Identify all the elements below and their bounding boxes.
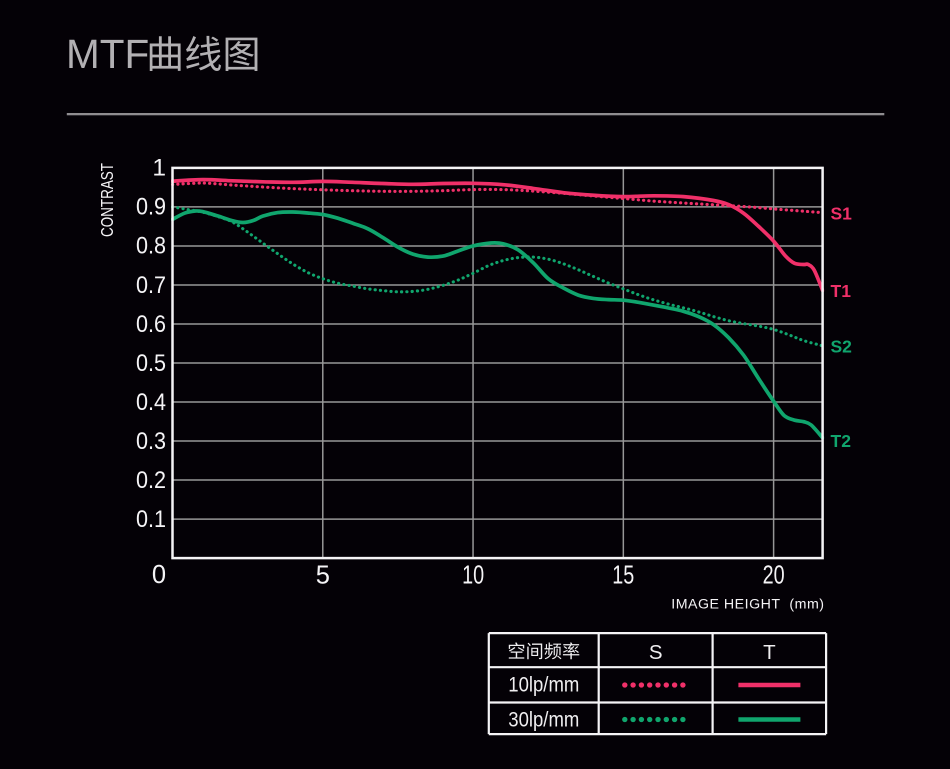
svg-text:0.5: 0.5 — [136, 350, 166, 377]
svg-text:0.9: 0.9 — [136, 194, 166, 221]
svg-text:0.8: 0.8 — [136, 233, 166, 260]
svg-text:1: 1 — [152, 155, 166, 182]
svg-text:MTF: MTF — [66, 31, 149, 77]
svg-text:0.3: 0.3 — [136, 428, 166, 455]
svg-text:0.2: 0.2 — [136, 467, 166, 494]
svg-text:S2: S2 — [831, 337, 853, 357]
svg-text:IMAGE HEIGHT (mm): IMAGE HEIGHT (mm) — [671, 597, 824, 613]
svg-text:0: 0 — [152, 561, 166, 589]
svg-text:S1: S1 — [831, 204, 853, 224]
svg-text:30lp/mm: 30lp/mm — [508, 708, 579, 731]
svg-text:10: 10 — [462, 562, 484, 590]
svg-text:10lp/mm: 10lp/mm — [508, 673, 579, 696]
svg-text:0.1: 0.1 — [136, 506, 166, 533]
svg-text:15: 15 — [612, 562, 634, 590]
svg-text:0.6: 0.6 — [136, 311, 166, 338]
svg-text:CONTRAST: CONTRAST — [97, 163, 117, 237]
svg-text:20: 20 — [763, 562, 785, 590]
svg-text:S: S — [649, 641, 663, 664]
svg-text:T: T — [763, 641, 776, 664]
svg-text:0.4: 0.4 — [136, 389, 166, 416]
svg-text:T1: T1 — [831, 281, 852, 301]
svg-text:0.7: 0.7 — [136, 272, 166, 299]
svg-text:5: 5 — [316, 562, 330, 590]
svg-text:T2: T2 — [831, 431, 852, 451]
